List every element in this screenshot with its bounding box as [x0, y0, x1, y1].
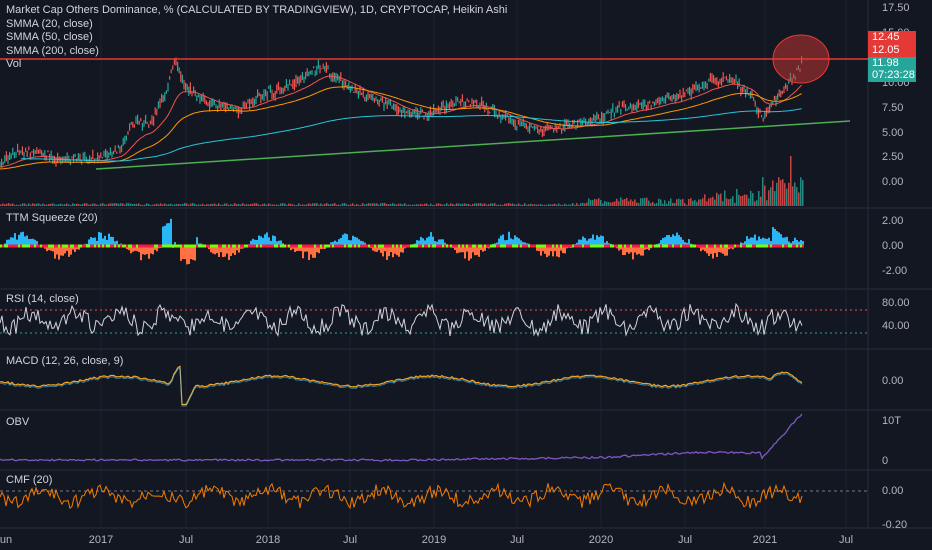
time-tick: 2020: [588, 534, 614, 546]
macd-tick: 0.00: [882, 375, 904, 387]
time-tick: Jul: [509, 534, 525, 546]
price-tick: 2.50: [882, 151, 904, 163]
cmf-pane-label[interactable]: CMF (20): [6, 474, 53, 486]
rsi-tick: 40.00: [882, 320, 910, 332]
time-tick: 2019: [421, 534, 447, 546]
obv-line: [0, 413, 803, 462]
ttm-squeeze-histogram: [2, 218, 804, 265]
obv-pane-label[interactable]: OBV: [6, 416, 30, 428]
smma-50-label[interactable]: SMMA (50, close): [6, 31, 93, 43]
ttm-pane-label[interactable]: TTM Squeeze (20): [6, 212, 98, 224]
macd-pane-label[interactable]: MACD (12, 26, close, 9): [6, 355, 124, 367]
last-price-tag: 11.98: [868, 57, 916, 70]
cmf-tick: 0.00: [882, 485, 904, 497]
rsi-tick: 80.00: [882, 297, 910, 309]
smma-200-label[interactable]: SMMA (200, close): [6, 44, 99, 57]
ttm-tick: -2.00: [882, 265, 908, 277]
bar-countdown-tag: 07:23:28: [868, 69, 916, 82]
ttm-tick: 0.00: [882, 240, 904, 252]
support-trendline[interactable]: [95, 120, 851, 170]
macd-signal-line: [0, 367, 803, 407]
price-tick: 17.50: [882, 2, 910, 14]
resistance-top-tag: 12.45: [868, 31, 916, 44]
price-candles-down: [1, 56, 803, 168]
obv-tick: 10T: [882, 415, 901, 427]
cmf-tick: -0.20: [882, 519, 908, 531]
ttm-tick: 2.00: [882, 215, 904, 227]
price-tick: 5.00: [882, 127, 904, 139]
time-tick: 2017: [88, 534, 114, 546]
volume-bars: [0, 156, 804, 206]
ttm-squeeze-dots: [0, 244, 804, 248]
smma-20-label[interactable]: SMMA (20, close): [6, 17, 93, 30]
resistance-bottom-tag: 12.05: [868, 44, 916, 57]
obv-tick: 0: [882, 455, 889, 467]
main-legend: Market Cap Others Dominance, % (CALCULAT…: [6, 4, 507, 72]
pane-separators: [0, 0, 932, 529]
cmf-line: [0, 481, 803, 510]
time-tick: Jul: [677, 534, 693, 546]
rsi-pane-label[interactable]: RSI (14, close): [6, 293, 79, 305]
time-tick: Jul: [838, 534, 854, 546]
macd-line: [0, 365, 803, 406]
time-tick: Jul: [178, 534, 194, 546]
time-tick: Jul: [342, 534, 358, 546]
rsi-line: [0, 302, 803, 338]
time-tick: 2018: [255, 534, 281, 546]
price-tick: 7.50: [882, 102, 904, 114]
smma-20-line: [0, 75, 802, 168]
price-tick: 0.00: [882, 176, 904, 188]
smma-200-line: [20, 108, 802, 162]
highlight-ellipse[interactable]: [772, 34, 830, 84]
symbol-title[interactable]: Market Cap Others Dominance, % (CALCULAT…: [6, 4, 508, 16]
time-tick: 2021: [752, 534, 778, 546]
volume-label[interactable]: Vol: [6, 58, 22, 70]
time-tick: un: [0, 534, 13, 546]
smma-50-line: [0, 86, 802, 170]
